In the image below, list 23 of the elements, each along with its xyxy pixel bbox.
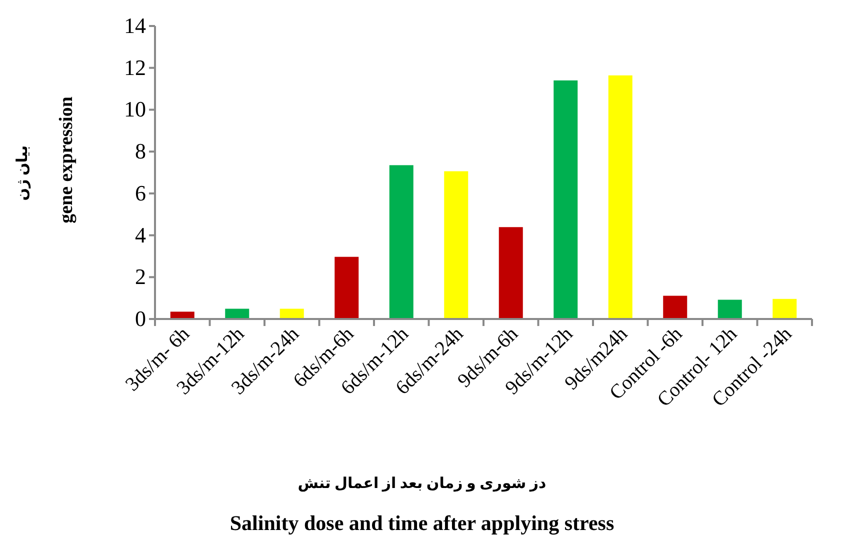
y-axis-title: gene expression	[56, 96, 77, 224]
bar	[608, 75, 632, 319]
bar	[554, 80, 578, 319]
bar	[444, 171, 468, 319]
bar	[389, 165, 414, 319]
y-tick-label: 8	[135, 138, 146, 164]
y-tick-label: 4	[135, 222, 146, 248]
bar	[334, 256, 359, 319]
y-tick-label: 12	[124, 54, 146, 80]
bar	[280, 308, 304, 319]
y-tick-label: 0	[135, 306, 146, 331]
text: دز شوری و زمان بعد از اعمال تنش	[298, 476, 546, 492]
y-tick-label: 10	[124, 96, 146, 122]
text: بیان ژن	[15, 145, 31, 201]
bar	[718, 300, 742, 319]
bar	[225, 308, 250, 319]
y-tick-label: 2	[135, 264, 146, 290]
x-axis-title: Salinity dose and time after applying stress	[230, 511, 614, 535]
y-tick-label: 14	[124, 13, 146, 38]
bar	[772, 298, 797, 319]
bar	[498, 227, 523, 319]
bar	[663, 296, 688, 319]
y-tick-label: 6	[135, 180, 146, 206]
